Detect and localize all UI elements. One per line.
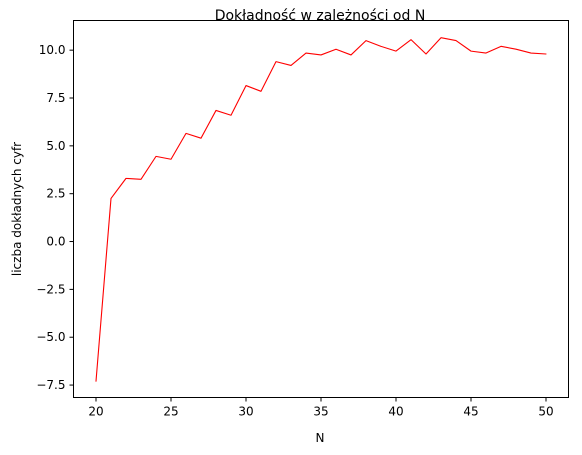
x-tick-label: 30 [238,405,253,419]
x-axis-label: N [316,431,325,445]
x-axis-ticks: 20 25 30 35 40 45 50 [88,397,554,419]
y-tick-label: −5.0 [36,330,65,344]
x-tick-label: 40 [388,405,403,419]
x-tick-label: 20 [88,405,103,419]
y-tick-label: −7.5 [36,378,65,392]
chart-title: Dokładność w zależności od N [215,8,426,24]
y-tick-label: 2.5 [46,187,65,201]
x-tick-label: 25 [163,405,178,419]
x-tick-label: 45 [463,405,478,419]
y-tick-label: 7.5 [46,91,65,105]
y-tick-label: −2.5 [36,282,65,296]
x-tick-label: 50 [538,405,553,419]
y-tick-label: 0.0 [46,235,65,249]
series-layer [95,37,547,382]
plot-area: 20 25 30 35 40 45 50 −7.5 −5.0 −2.5 0.0 2.5 5.0 7.5 1… [36,20,569,419]
y-axis-ticks: −7.5 −5.0 −2.5 0.0 2.5 5.0 7.5 10.0 [36,43,74,392]
series-line-1 [95,37,547,382]
y-tick-label: 5.0 [46,139,65,153]
y-axis-label: liczba dokładnych cyfr [10,142,24,276]
x-tick-label: 35 [313,405,328,419]
y-tick-label: 10.0 [39,43,66,57]
